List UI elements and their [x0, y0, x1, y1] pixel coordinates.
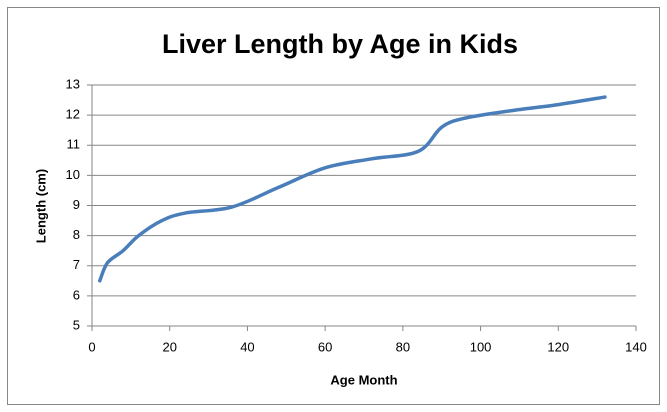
y-tick-label: 8	[73, 227, 80, 242]
x-tick-label: 60	[318, 339, 332, 354]
data-line	[98, 95, 607, 283]
y-tick-label: 9	[73, 197, 80, 212]
y-axis-label: Length (cm)	[33, 169, 48, 243]
x-tick-label: 120	[547, 339, 569, 354]
x-tick-label: 20	[162, 339, 176, 354]
y-tick-label: 7	[73, 257, 80, 272]
y-tick-label: 12	[66, 107, 80, 122]
x-axis-label: Age Month	[330, 372, 397, 387]
x-tick-label: 80	[396, 339, 410, 354]
x-tick-label: 100	[470, 339, 492, 354]
chart-title: Liver Length by Age in Kids	[162, 29, 518, 59]
x-tick-label: 0	[88, 339, 95, 354]
x-tick-label: 40	[240, 339, 254, 354]
y-tick-label: 6	[73, 287, 80, 302]
y-tick-label: 11	[67, 137, 81, 152]
y-tick-label: 5	[73, 317, 80, 332]
y-tick-label: 10	[66, 167, 80, 182]
x-tick-label: 140	[625, 339, 647, 354]
y-tick-label: 13	[66, 76, 80, 91]
